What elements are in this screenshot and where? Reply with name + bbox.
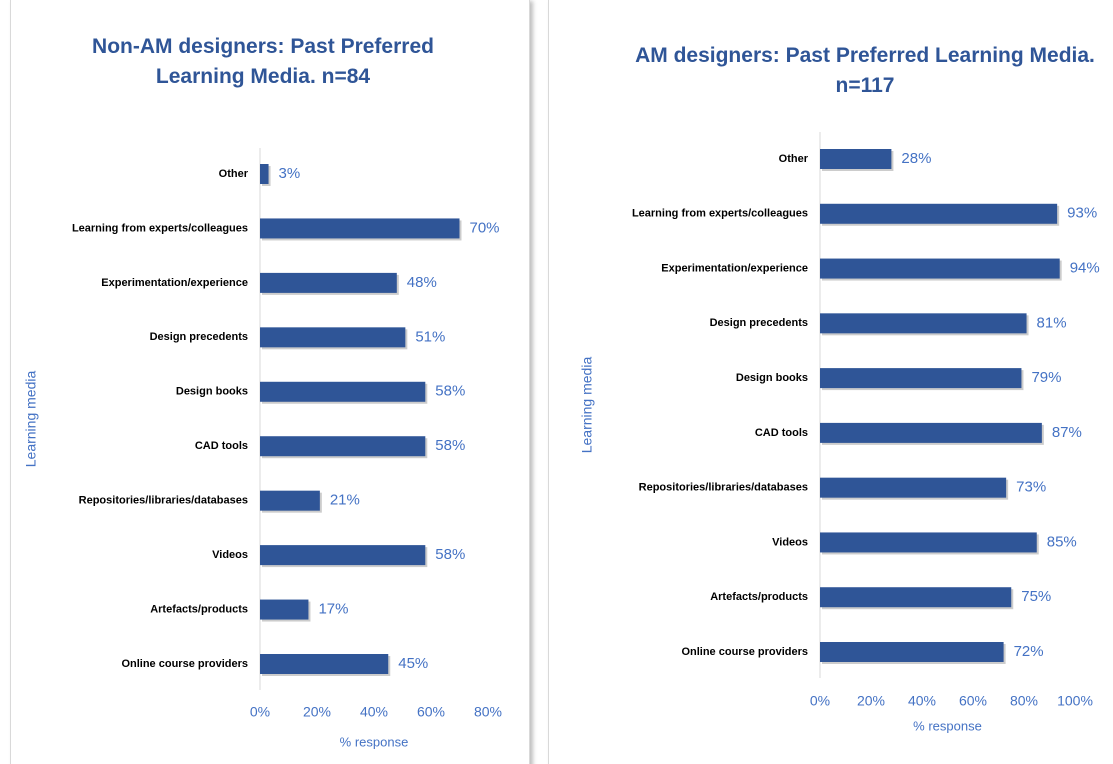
value-label: 70% xyxy=(470,219,500,236)
bar xyxy=(260,654,389,674)
bar xyxy=(260,545,426,566)
category-label: Experimentation/experience xyxy=(661,262,808,274)
x-tick-label: 20% xyxy=(857,693,885,709)
x-tick-label: 100% xyxy=(1057,693,1093,709)
chart-title: Non-AM designers: Past Preferred Learnin… xyxy=(92,35,434,88)
bar xyxy=(260,218,460,239)
bar xyxy=(820,368,1022,389)
value-label: 3% xyxy=(279,165,301,182)
category-label: Repositories/libraries/databases xyxy=(79,495,248,507)
bar xyxy=(820,477,1007,498)
value-label: 28% xyxy=(901,150,931,167)
value-label: 48% xyxy=(407,274,437,291)
bar xyxy=(260,599,309,620)
bar xyxy=(260,272,397,293)
x-tick-label: 60% xyxy=(959,693,987,709)
category-label: Videos xyxy=(772,536,808,548)
x-tick-label: 0% xyxy=(250,704,270,720)
category-label: Online course providers xyxy=(681,646,808,658)
value-label: 58% xyxy=(435,437,465,454)
category-label: Repositories/libraries/databases xyxy=(639,482,808,494)
category-label: Design books xyxy=(176,386,248,398)
value-label: 73% xyxy=(1016,479,1046,496)
bar xyxy=(260,381,426,402)
value-label: 45% xyxy=(398,655,428,672)
value-label: 21% xyxy=(330,492,360,509)
category-label: Other xyxy=(779,153,809,165)
x-tick-label: 60% xyxy=(417,704,445,720)
category-label: CAD tools xyxy=(755,427,808,439)
value-label: 81% xyxy=(1037,314,1067,331)
category-label: Videos xyxy=(212,549,248,561)
category-label: Artefacts/products xyxy=(150,603,248,615)
bar xyxy=(820,258,1060,279)
category-label: Other xyxy=(219,168,249,180)
bar xyxy=(260,490,320,511)
x-tick-label: 80% xyxy=(1010,693,1038,709)
x-tick-label: 0% xyxy=(810,693,830,709)
value-label: 17% xyxy=(318,601,348,618)
category-label: CAD tools xyxy=(195,440,248,452)
value-label: 85% xyxy=(1047,533,1077,550)
y-axis-title: Learning media xyxy=(579,357,595,454)
value-label: 58% xyxy=(435,383,465,400)
x-tick-label: 20% xyxy=(303,704,331,720)
bar xyxy=(820,587,1012,608)
x-tick-label: 80% xyxy=(474,704,502,720)
value-label: 72% xyxy=(1014,643,1044,660)
category-label: Online course providers xyxy=(121,658,248,670)
y-axis-title: Learning media xyxy=(23,371,39,468)
category-label: Design precedents xyxy=(150,331,248,343)
category-label: Design books xyxy=(736,372,808,384)
chart-title: AM designers: Past Preferred Learning Me… xyxy=(635,44,1095,97)
bar xyxy=(820,203,1058,224)
value-label: 87% xyxy=(1052,424,1082,441)
bar xyxy=(820,422,1042,443)
category-label: Experimentation/experience xyxy=(101,277,248,289)
x-axis-title: % response xyxy=(913,718,982,733)
bar xyxy=(260,164,269,184)
bar xyxy=(820,642,1004,662)
value-label: 93% xyxy=(1067,205,1097,222)
value-label: 79% xyxy=(1031,369,1061,386)
x-tick-label: 40% xyxy=(908,693,936,709)
value-label: 51% xyxy=(415,328,445,345)
bar xyxy=(260,436,426,457)
bar xyxy=(260,327,406,348)
x-axis-title: % response xyxy=(340,734,409,749)
bar xyxy=(820,532,1037,553)
category-label: Learning from experts/colleagues xyxy=(632,208,808,220)
x-tick-label: 40% xyxy=(360,704,388,720)
value-label: 94% xyxy=(1070,260,1100,277)
category-label: Design precedents xyxy=(710,317,808,329)
bar xyxy=(820,313,1027,334)
value-label: 58% xyxy=(435,546,465,563)
category-label: Artefacts/products xyxy=(710,591,808,603)
bar xyxy=(820,149,892,169)
value-label: 75% xyxy=(1021,588,1051,605)
category-label: Learning from experts/colleagues xyxy=(72,222,248,234)
